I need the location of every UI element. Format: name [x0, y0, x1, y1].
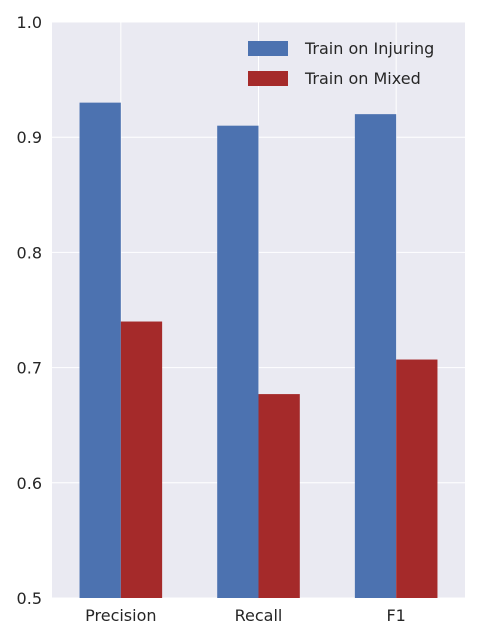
y-tick-label: 0.7: [17, 359, 42, 378]
x-tick-label: Recall: [235, 606, 283, 625]
bar-injuring-f1: [354, 114, 397, 598]
bar-mixed-recall: [258, 394, 300, 598]
bars: [79, 102, 438, 599]
legend-swatch: [248, 71, 288, 86]
legend-label: Train on Mixed: [304, 69, 421, 88]
x-tick-label: F1: [386, 606, 405, 625]
y-axis-ticks: 0.5 0.6 0.7 0.8 0.9 1.0: [17, 13, 42, 608]
legend-swatch: [248, 41, 288, 56]
bar-mixed-f1: [396, 359, 438, 598]
y-tick-label: 0.8: [17, 243, 42, 262]
bar-injuring-precision: [79, 102, 121, 598]
y-tick-label: 1.0: [17, 13, 42, 32]
y-tick-label: 0.9: [17, 128, 42, 147]
y-tick-label: 0.6: [17, 474, 42, 493]
bar-injuring-recall: [217, 125, 259, 599]
legend-label: Train on Injuring: [304, 39, 434, 58]
legend: Train on Injuring Train on Mixed: [248, 39, 434, 88]
x-tick-label: Precision: [85, 606, 156, 625]
y-tick-label: 0.5: [17, 589, 42, 608]
x-axis-ticks: Precision Recall F1: [85, 606, 406, 625]
bar-mixed-precision: [120, 321, 163, 598]
